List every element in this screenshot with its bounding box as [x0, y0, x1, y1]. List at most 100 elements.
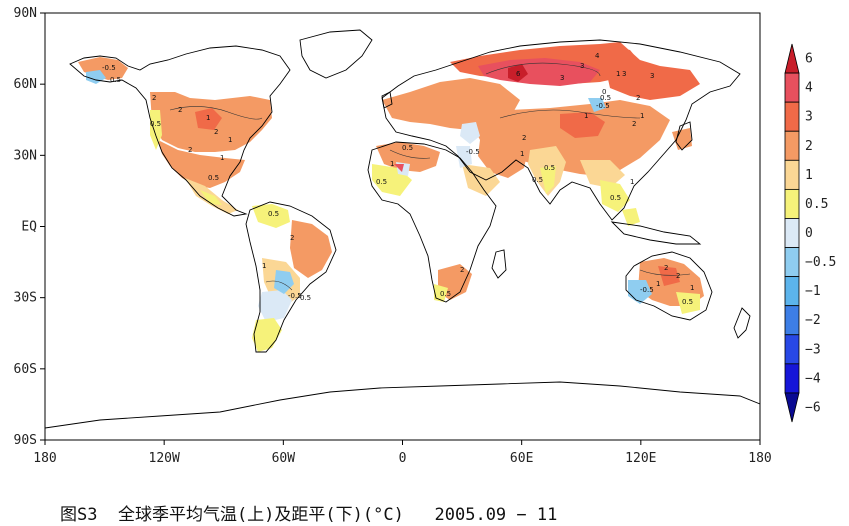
y-tick-label: 90S [14, 433, 37, 448]
anomaly-region-australia-yellow [676, 292, 700, 314]
x-tick-label: 120E [625, 451, 656, 466]
anomaly-region-east-siberia [600, 42, 700, 100]
colorbar-swatch [784, 101, 800, 132]
anomaly-region-central-asia-neutral [580, 160, 625, 188]
anomaly-region-sa-north [252, 204, 290, 228]
x-tick-label: 60W [272, 451, 296, 466]
colorbar-label: 6 [805, 52, 813, 67]
contour-label: 4 [595, 52, 600, 60]
anomaly-region-patagonia [252, 318, 282, 352]
contour-label: 6 [516, 70, 521, 78]
contour-label: -0.5 [288, 292, 302, 300]
anomaly-region-sa-neg-core [274, 270, 294, 294]
y-axis: 90N 60N 30N EQ 30S 60S 90S [14, 6, 45, 448]
anomaly-region-mideast [478, 138, 528, 178]
contour-label: 0.5 [402, 144, 413, 152]
contour-label: 0.5 [610, 194, 621, 202]
colorbar-label: 4 [805, 81, 813, 96]
y-tick-label: EQ [21, 220, 37, 235]
contour-label: 1 [690, 284, 694, 292]
contour-label: 0.5 [544, 164, 555, 172]
anomaly-region-se-asia [622, 208, 640, 226]
colorbar-swatch [784, 188, 800, 219]
contour-label: -0.5 [102, 64, 116, 72]
anomaly-region-sahara-hot [394, 164, 404, 172]
anomaly-region-mexico-yellow [200, 190, 222, 205]
y-tick-label: 60N [14, 77, 37, 92]
contour-label: 2 [676, 272, 680, 280]
contour-label: 2 [152, 94, 156, 102]
x-axis: 180 120W 60W 0 60E 120E 180 [33, 440, 772, 466]
colorbar-label: 0 [805, 226, 813, 241]
x-tick-label: 60E [510, 451, 533, 466]
contour-label: 1 [228, 136, 232, 144]
colorbar-swatch [784, 276, 800, 307]
contour-label: 0.5 [300, 294, 311, 302]
contour-label: 3 [560, 74, 564, 82]
colorbar-swatch [784, 334, 800, 365]
anomaly-region-alaska [78, 57, 128, 80]
contour-label: 2 [460, 266, 464, 274]
colorbar-swatch [784, 247, 800, 278]
anomaly-region-india-yellow [540, 166, 556, 194]
y-tick-label: 60S [14, 362, 37, 377]
contour-label: 2 [636, 94, 640, 102]
colorbar-label: −1 [805, 284, 821, 299]
contour-label: 2 [178, 106, 182, 114]
contour-label: 1 [630, 178, 634, 186]
colorbar-label: −3 [805, 342, 821, 357]
contour-label-group: -0.50.522120.51210.50.5-0.5120.534320.51… [102, 52, 694, 306]
anomaly-region-east-africa-neg [456, 146, 472, 168]
anomaly-region-europe-neg [460, 122, 480, 144]
colorbar-swatch [784, 363, 800, 394]
anomaly-region-asia-warm [560, 112, 605, 138]
contour-label: 0.5 [150, 120, 161, 128]
anomaly-region-brazil [290, 220, 332, 278]
anomaly-region-canada-warm [195, 108, 222, 130]
y-tick-label: 30S [14, 291, 37, 306]
colorbar-bottom-arrow [784, 392, 800, 423]
contour-label: 1 [640, 112, 644, 120]
colorbar-label: 1 [805, 168, 813, 183]
contour-label: 3 [622, 70, 626, 78]
contour-label: 0.5 [600, 94, 611, 102]
contour-label: 3 [580, 62, 584, 70]
colorbar-swatch [784, 305, 800, 336]
contour-label: 2 [522, 134, 526, 142]
coastlines [45, 29, 760, 429]
contour-label: 0.5 [532, 176, 543, 184]
anomaly-region-australia-warm [658, 266, 680, 286]
contour-label: 1 [520, 150, 524, 158]
contour-label: 2 [290, 234, 294, 242]
contour-label: 1 [584, 112, 588, 120]
contour-label: 0.5 [440, 290, 451, 298]
colorbar-swatch [784, 159, 800, 190]
contour-label: 0.5 [110, 76, 121, 84]
contour-label: -0.5 [466, 148, 480, 156]
contour-label: 0.5 [376, 178, 387, 186]
x-tick-label: 0 [399, 451, 407, 466]
contour-label: 2 [632, 120, 636, 128]
contour-label: 1 [616, 70, 620, 78]
contour-label: 0.5 [208, 174, 219, 182]
colorbar-top-arrow [784, 43, 800, 74]
contour-label: 1 [220, 154, 224, 162]
contour-label: 1 [206, 114, 210, 122]
contour-label: -0.5 [640, 286, 654, 294]
colorbar-label: 2 [805, 139, 813, 154]
contour-label: 0.5 [682, 298, 693, 306]
anomaly-region-siberia-peak [508, 64, 528, 82]
anomaly-region-west-na [150, 110, 162, 150]
anomaly-region-scandinavia-neg [588, 98, 606, 112]
anomaly-region-us [158, 140, 245, 188]
contour-label: 1 [390, 160, 394, 168]
contour-lines [169, 62, 691, 291]
colorbar-label: 0.5 [805, 197, 828, 212]
contour-label: 1 [656, 280, 660, 288]
colorbar-swatch [784, 218, 800, 248]
figure-caption: 图S3 全球季平均气温(上)及距平(下)(°C) 2005.09 − 11 [60, 505, 558, 525]
contour-label: 2 [188, 146, 192, 154]
contour-label: 2 [214, 128, 218, 136]
x-tick-label: 180 [33, 451, 56, 466]
